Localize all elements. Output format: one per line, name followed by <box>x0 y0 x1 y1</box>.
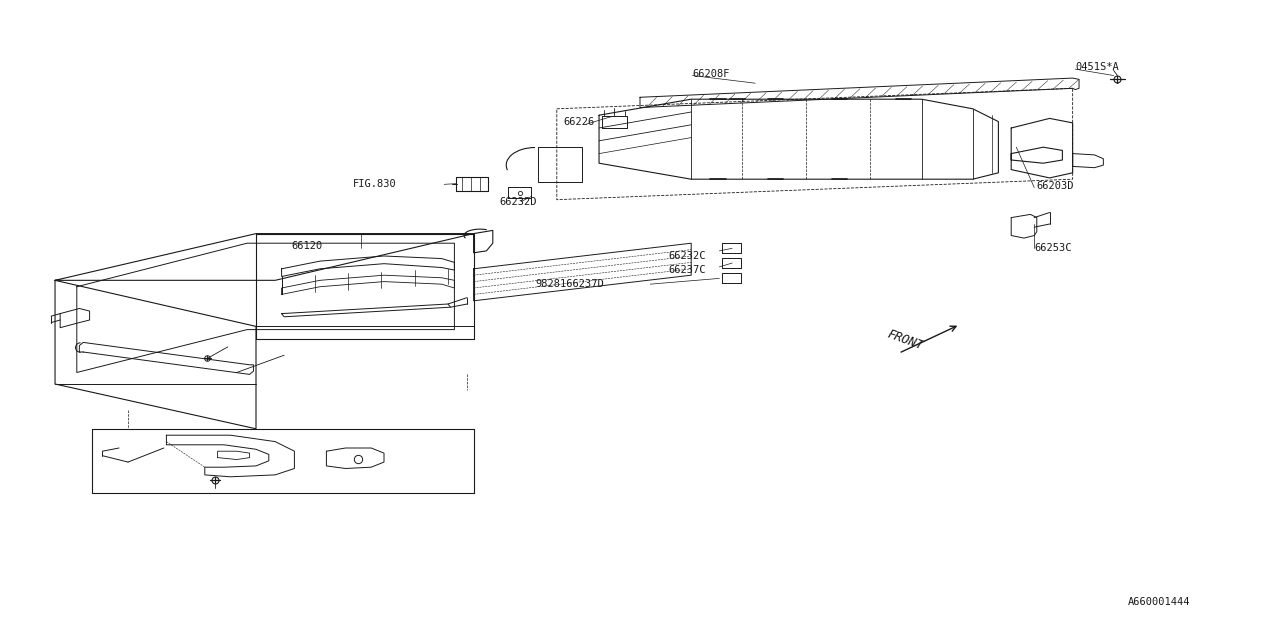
Text: 66120: 66120 <box>292 241 323 252</box>
Text: FIG.830: FIG.830 <box>353 179 397 189</box>
Text: 9828166237D: 9828166237D <box>535 279 604 289</box>
Text: 66253C: 66253C <box>1034 243 1071 253</box>
Text: 0451S*A: 0451S*A <box>1075 62 1119 72</box>
Text: A660001444: A660001444 <box>1128 596 1190 607</box>
Text: 66203D: 66203D <box>1037 180 1074 191</box>
Text: 66232C: 66232C <box>668 251 705 261</box>
Text: 66208F: 66208F <box>692 68 730 79</box>
Text: 66226: 66226 <box>563 116 594 127</box>
Text: FRONT: FRONT <box>886 328 925 353</box>
Text: 66232D: 66232D <box>499 196 536 207</box>
Text: 66237C: 66237C <box>668 265 705 275</box>
